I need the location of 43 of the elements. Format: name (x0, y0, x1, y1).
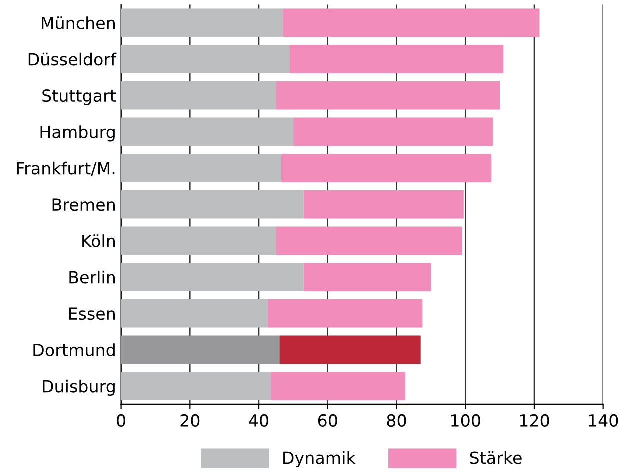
y-tick-label: Berlin (70, 270, 116, 284)
bar (121, 336, 280, 364)
x-tick-label: 120 (520, 414, 550, 428)
x-tick-label: 0 (117, 414, 126, 428)
bar (293, 118, 494, 146)
x-tick-label: 60 (318, 414, 338, 428)
bar (283, 8, 540, 38)
y-tick-label: Hamburg (40, 126, 115, 142)
x-tick-label: 140 (589, 414, 618, 428)
x-tick-label: 40 (249, 414, 269, 428)
bar (304, 263, 432, 292)
bar (290, 45, 504, 74)
y-tick-label: Essen (69, 308, 116, 320)
y-tick-label: Stuttgart (42, 90, 116, 106)
y-tick-label: München (42, 16, 116, 30)
bar (304, 190, 464, 219)
bar (281, 154, 492, 182)
bar (121, 45, 290, 74)
y-tick-label: Duisburg (43, 380, 115, 396)
bar (280, 336, 421, 364)
legend-label: Dynamik (284, 451, 356, 468)
bar (121, 154, 282, 182)
y-tick-label: Dortmund (34, 344, 115, 356)
bar (121, 190, 304, 219)
x-tick-label: 100 (452, 414, 480, 428)
y-tick-label: Düsseldorf (28, 52, 117, 66)
y-tick-label: Frankfurt/M. (17, 162, 115, 176)
legend-label: Stärke (470, 451, 522, 464)
bar (121, 372, 272, 400)
bar (271, 372, 406, 400)
y-tick-label: Bremen (52, 198, 116, 212)
bar (121, 263, 304, 292)
bar (121, 81, 276, 110)
bar (121, 8, 284, 38)
bar (276, 81, 500, 110)
bar (121, 299, 268, 328)
bar (121, 226, 276, 256)
bar (276, 226, 462, 256)
bar (268, 299, 423, 328)
y-tick-label: Köln (82, 234, 116, 248)
bar (121, 118, 294, 146)
x-tick-label: 80 (387, 414, 406, 428)
x-tick-label: 20 (180, 414, 200, 428)
